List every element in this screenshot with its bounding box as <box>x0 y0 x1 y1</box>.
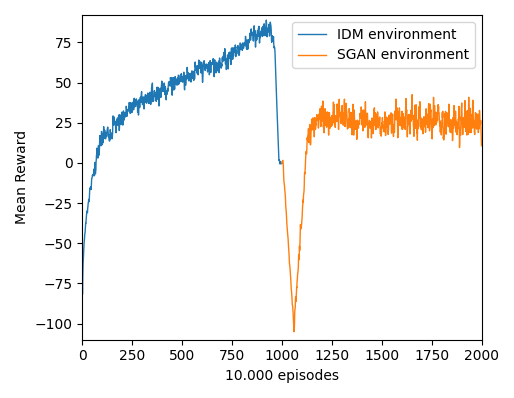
SGAN environment <box>367 119 373 124</box>
SGAN environment <box>435 111 441 115</box>
Line: SGAN environment: SGAN environment <box>282 95 482 332</box>
SGAN environment <box>360 129 366 133</box>
IDM environment <box>263 18 269 22</box>
IDM environment <box>235 46 241 51</box>
IDM environment <box>216 56 223 60</box>
SGAN environment <box>438 123 445 127</box>
SGAN environment <box>291 330 297 334</box>
Legend: IDM environment, SGAN environment: IDM environment, SGAN environment <box>292 22 474 68</box>
IDM environment <box>160 87 167 92</box>
IDM environment <box>79 292 85 297</box>
X-axis label: 10.000 episodes: 10.000 episodes <box>225 369 339 383</box>
Y-axis label: Mean Reward: Mean Reward <box>15 130 29 224</box>
SGAN environment <box>279 160 285 165</box>
IDM environment <box>100 138 106 142</box>
IDM environment <box>279 161 285 166</box>
SGAN environment <box>479 143 485 148</box>
IDM environment <box>238 42 245 47</box>
SGAN environment <box>409 92 415 97</box>
SGAN environment <box>416 111 423 116</box>
IDM environment <box>168 75 174 80</box>
SGAN environment <box>299 208 305 213</box>
IDM environment <box>79 254 85 259</box>
Line: IDM environment: IDM environment <box>82 20 282 295</box>
